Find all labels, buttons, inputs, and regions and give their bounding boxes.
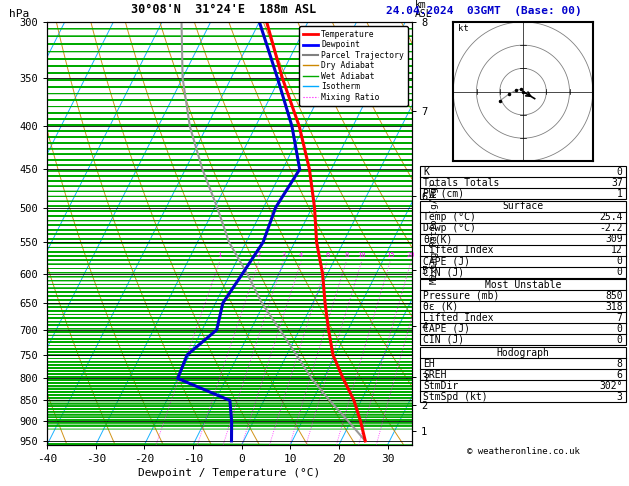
Text: θε(K): θε(K) xyxy=(423,234,453,244)
Text: 10: 10 xyxy=(357,252,366,258)
Text: Surface: Surface xyxy=(503,201,543,211)
Text: 4: 4 xyxy=(299,252,303,258)
X-axis label: Dewpoint / Temperature (°C): Dewpoint / Temperature (°C) xyxy=(138,468,321,478)
Text: Lifted Index: Lifted Index xyxy=(423,313,494,323)
Text: Pressure (mb): Pressure (mb) xyxy=(423,291,499,301)
Text: 1: 1 xyxy=(617,189,623,199)
Text: 24.04.2024  03GMT  (Base: 00): 24.04.2024 03GMT (Base: 00) xyxy=(386,6,582,16)
Text: 8: 8 xyxy=(617,359,623,368)
Text: 8: 8 xyxy=(344,252,348,258)
Text: 30°08'N  31°24'E  188m ASL: 30°08'N 31°24'E 188m ASL xyxy=(131,3,316,16)
Text: -2.2: -2.2 xyxy=(599,224,623,233)
Text: StmSpd (kt): StmSpd (kt) xyxy=(423,392,488,401)
Text: Totals Totals: Totals Totals xyxy=(423,178,499,188)
Text: 0: 0 xyxy=(617,256,623,266)
Y-axis label: Mixing Ratio (g/kg): Mixing Ratio (g/kg) xyxy=(430,182,439,284)
Text: 3: 3 xyxy=(281,252,286,258)
Text: CIN (J): CIN (J) xyxy=(423,335,464,345)
Text: CAPE (J): CAPE (J) xyxy=(423,256,470,266)
Text: StmDir: StmDir xyxy=(423,381,459,391)
Text: 3: 3 xyxy=(617,392,623,401)
Text: 850: 850 xyxy=(605,291,623,301)
Text: 15: 15 xyxy=(386,252,394,258)
Text: Temp (°C): Temp (°C) xyxy=(423,212,476,223)
Text: 7: 7 xyxy=(617,313,623,323)
Text: 0: 0 xyxy=(617,335,623,345)
Text: Hodograph: Hodograph xyxy=(496,347,550,358)
Text: CAPE (J): CAPE (J) xyxy=(423,324,470,334)
Text: Dewp (°C): Dewp (°C) xyxy=(423,224,476,233)
Text: hPa: hPa xyxy=(9,9,30,19)
Text: 6: 6 xyxy=(325,252,329,258)
Text: 318: 318 xyxy=(605,302,623,312)
Text: 0: 0 xyxy=(617,324,623,334)
Text: Most Unstable: Most Unstable xyxy=(485,280,561,290)
Text: 309: 309 xyxy=(605,234,623,244)
Text: 20: 20 xyxy=(407,252,415,258)
Text: 12: 12 xyxy=(611,245,623,255)
Text: 302°: 302° xyxy=(599,381,623,391)
Text: K: K xyxy=(423,167,429,177)
Text: SREH: SREH xyxy=(423,369,447,380)
Text: © weatheronline.co.uk: © weatheronline.co.uk xyxy=(467,447,579,456)
Text: θε (K): θε (K) xyxy=(423,302,459,312)
Text: 1: 1 xyxy=(218,252,222,258)
Text: 37: 37 xyxy=(611,178,623,188)
Text: km
ASL: km ASL xyxy=(415,0,433,19)
Text: 6: 6 xyxy=(617,369,623,380)
Legend: Temperature, Dewpoint, Parcel Trajectory, Dry Adiabat, Wet Adiabat, Isotherm, Mi: Temperature, Dewpoint, Parcel Trajectory… xyxy=(299,26,408,105)
Text: CIN (J): CIN (J) xyxy=(423,267,464,278)
Text: 0: 0 xyxy=(617,167,623,177)
Text: kt: kt xyxy=(458,24,469,33)
Text: EH: EH xyxy=(423,359,435,368)
Text: 0: 0 xyxy=(617,267,623,278)
Text: PW (cm): PW (cm) xyxy=(423,189,464,199)
Text: 2: 2 xyxy=(257,252,261,258)
Text: Lifted Index: Lifted Index xyxy=(423,245,494,255)
Text: 25.4: 25.4 xyxy=(599,212,623,223)
